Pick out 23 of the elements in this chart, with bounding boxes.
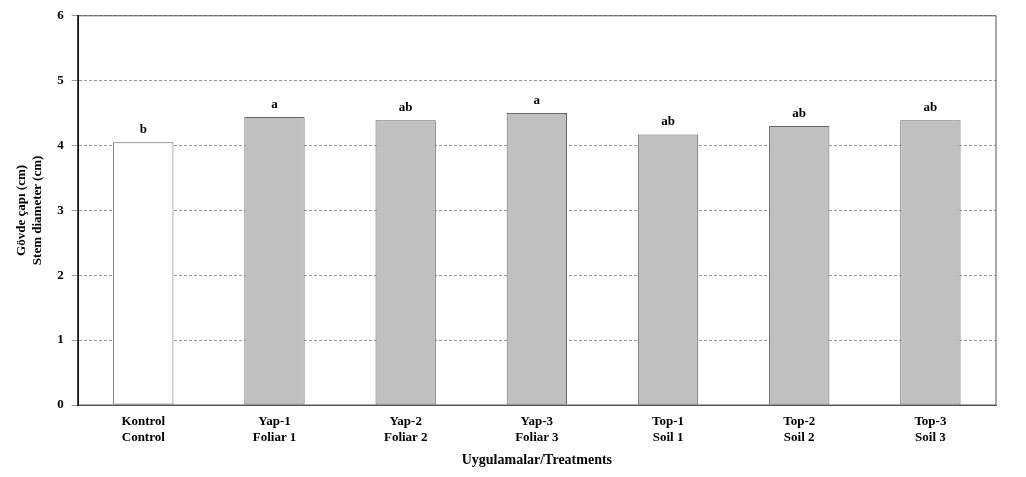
data-label: a: [271, 95, 279, 111]
data-label: ab: [923, 99, 938, 115]
data-label: ab: [398, 99, 413, 115]
y-tick-label: 1: [57, 331, 64, 347]
y-tick-label: 3: [57, 201, 65, 217]
y-tick-label: 5: [57, 72, 65, 88]
y-tick-label: 0: [57, 396, 64, 412]
x-tick-label: Yap-2 Foliar 2: [383, 413, 428, 444]
x-tick-label: Top-1 Soil 1: [652, 413, 685, 444]
y-axis-title: Gövde çapı (cm) Stem diameter (cm): [13, 155, 44, 266]
y-tick-label: 2: [57, 266, 64, 282]
data-label: a: [533, 91, 541, 107]
data-label: b: [139, 121, 147, 137]
data-label: ab: [792, 104, 807, 120]
x-tick-label: Top-2 Soil 2: [783, 413, 816, 444]
x-tick-label: Yap-3 Foliar 3: [515, 413, 560, 444]
data-label: ab: [661, 113, 675, 129]
x-tick-label: Yap-1 Foliar 1: [252, 413, 297, 444]
y-tick-label: 6: [57, 7, 65, 23]
x-tick-label: Top-3 Soil 3: [914, 413, 947, 444]
x-axis-title: Uygulamalar/Treatments: [461, 452, 613, 468]
y-tick-label: 4: [57, 136, 65, 152]
x-tick-label: Kontrol Control: [121, 413, 166, 444]
